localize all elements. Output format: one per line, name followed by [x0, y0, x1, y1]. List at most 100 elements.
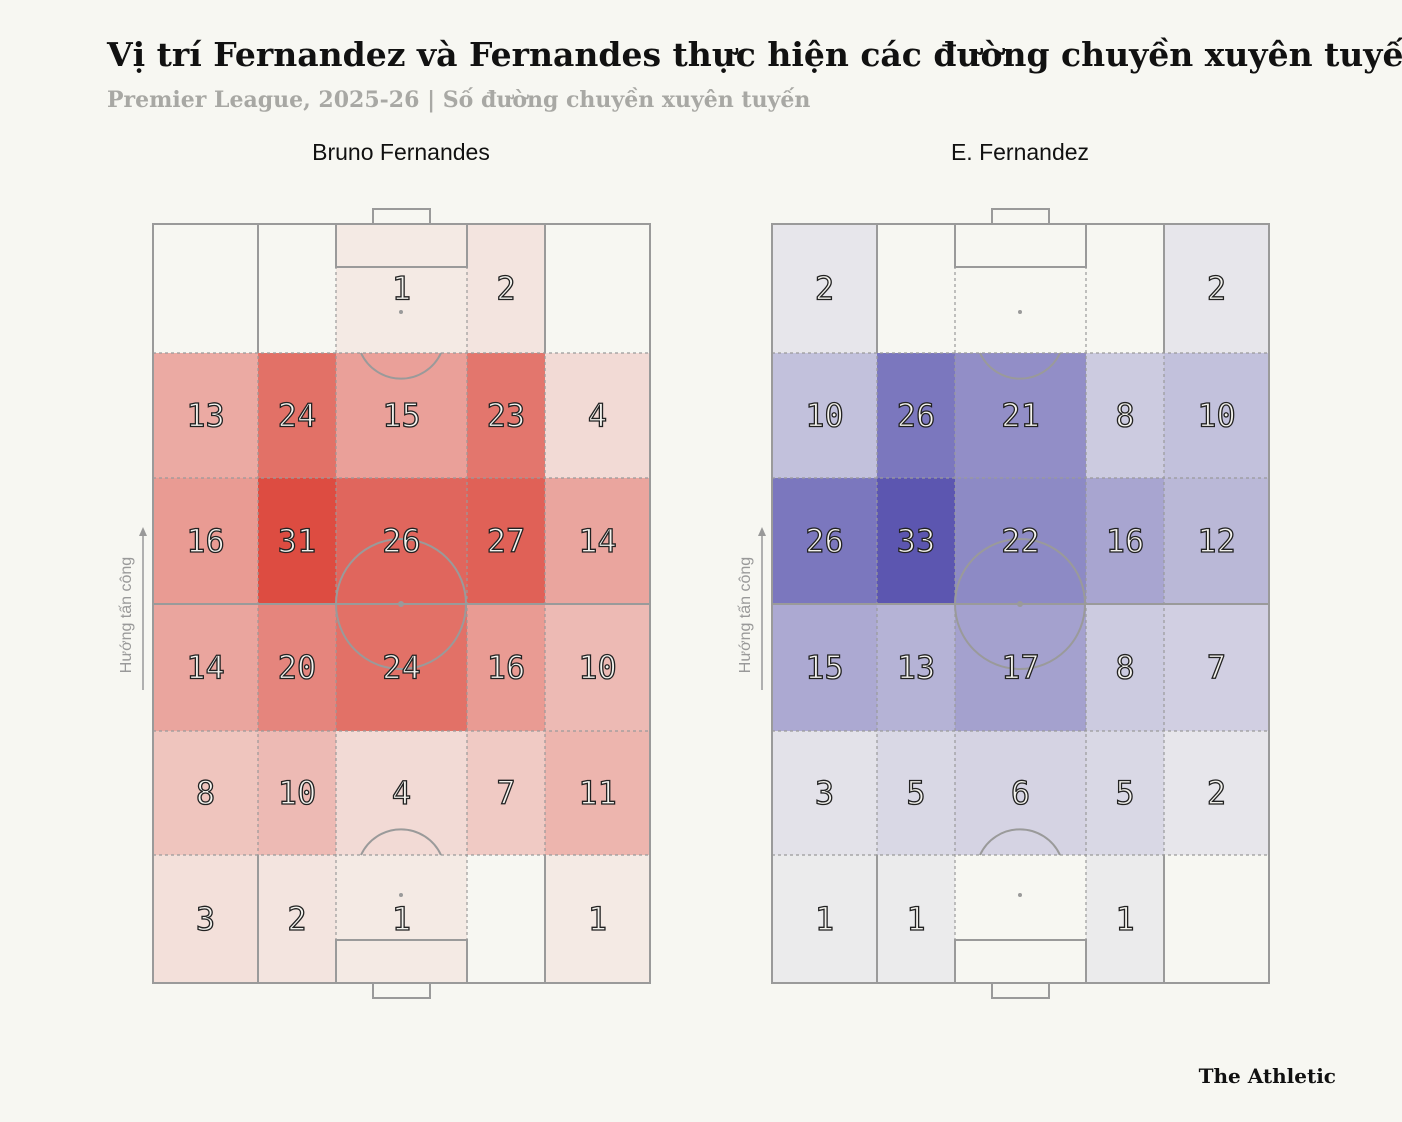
pitch — [771, 208, 1270, 999]
cell — [258, 604, 336, 731]
cell — [258, 478, 336, 604]
cell-label: 14 — [186, 649, 225, 687]
centre-spot — [1017, 601, 1023, 607]
cell — [877, 478, 955, 604]
cell — [1164, 478, 1269, 604]
cell-label: 22 — [1001, 522, 1040, 560]
cell-label: 8 — [1115, 397, 1134, 435]
cell-label: 2 — [496, 270, 515, 308]
cell-label: 7 — [1207, 649, 1226, 687]
cell-label: 16 — [186, 522, 225, 560]
cell-label: 16 — [487, 649, 526, 687]
cell — [772, 353, 877, 478]
cell-label: 13 — [186, 397, 225, 435]
goal — [991, 208, 1050, 225]
cell-label: 3 — [196, 900, 215, 938]
cell — [1086, 604, 1164, 731]
cell — [772, 478, 877, 604]
cell — [772, 855, 877, 983]
cell — [877, 731, 955, 855]
cell-label: 1 — [392, 270, 411, 308]
cell — [1086, 478, 1164, 604]
cell-label: 11 — [578, 774, 617, 812]
cell-label: 24 — [278, 397, 317, 435]
cell — [1086, 731, 1164, 855]
cell-label: 31 — [278, 522, 317, 560]
cell — [153, 731, 258, 855]
cell — [1086, 353, 1164, 478]
cell-label: 13 — [897, 649, 936, 687]
cell-label: 1 — [906, 900, 925, 938]
penalty-spot — [399, 893, 403, 897]
cell — [336, 478, 467, 604]
cell — [545, 855, 650, 983]
cell-label: 23 — [487, 397, 526, 435]
cell — [467, 353, 545, 478]
cell-label: 14 — [578, 522, 617, 560]
subtitle: Premier League, 2025-26 | Số đường chuyề… — [107, 87, 810, 113]
cell — [1164, 731, 1269, 855]
cell-label: 8 — [1115, 649, 1134, 687]
cell-label: 10 — [805, 397, 844, 435]
six-yard-box — [954, 939, 1087, 984]
cell-label: 8 — [196, 774, 215, 812]
cell-label: 1 — [588, 900, 607, 938]
cell — [258, 731, 336, 855]
goal — [372, 208, 431, 225]
cell-label: 3 — [815, 774, 834, 812]
cell — [545, 478, 650, 604]
cell — [1164, 353, 1269, 478]
cell-label: 17 — [1001, 649, 1040, 687]
cell-label: 24 — [382, 649, 421, 687]
centre-circle — [335, 538, 467, 670]
cell-label: 7 — [496, 774, 515, 812]
cell — [153, 855, 258, 983]
goal — [991, 982, 1050, 999]
cell — [467, 224, 545, 353]
cell — [153, 478, 258, 604]
cell — [772, 604, 877, 731]
cell-label: 21 — [1001, 397, 1040, 435]
penalty-arc — [360, 828, 442, 856]
axis-label: Hướng tấn công — [737, 557, 754, 673]
cell — [336, 731, 467, 855]
cell — [955, 731, 1086, 855]
cell — [877, 353, 955, 478]
cell — [772, 731, 877, 855]
cell — [153, 353, 258, 478]
cell-label: 5 — [1115, 774, 1134, 812]
centre-circle — [954, 538, 1086, 670]
chart-title: Bruno Fernandes — [312, 139, 490, 165]
cell — [467, 604, 545, 731]
cell — [258, 353, 336, 478]
source: The Athletic — [1199, 1064, 1336, 1088]
cell — [336, 224, 467, 353]
goal — [372, 982, 431, 999]
penalty-arc — [979, 352, 1061, 380]
cell — [336, 855, 467, 983]
cell-label: 6 — [1011, 774, 1030, 812]
cell — [336, 353, 467, 478]
cell — [467, 731, 545, 855]
cell — [545, 731, 650, 855]
penalty-spot — [1018, 310, 1022, 314]
cell-label: 10 — [278, 774, 317, 812]
six-yard-box — [954, 223, 1087, 268]
cell-label: 16 — [1106, 522, 1145, 560]
cell-label: 2 — [1207, 774, 1226, 812]
cell-label: 10 — [1197, 397, 1236, 435]
cell-label: 4 — [588, 397, 607, 435]
cell-label: 5 — [906, 774, 925, 812]
title: Vị trí Fernandez và Fernandes thực hiện … — [106, 35, 1402, 74]
cell-label: 15 — [805, 649, 844, 687]
chart-title: E. Fernandez — [951, 139, 1089, 165]
penalty-arc — [360, 352, 442, 380]
cell — [153, 604, 258, 731]
pitch — [152, 208, 651, 999]
cell-label: 2 — [815, 270, 834, 308]
cell — [955, 604, 1086, 731]
cell — [1164, 604, 1269, 731]
cell-label: 4 — [392, 774, 411, 812]
cell-label: 1 — [392, 900, 411, 938]
cell-label: 1 — [1115, 900, 1134, 938]
